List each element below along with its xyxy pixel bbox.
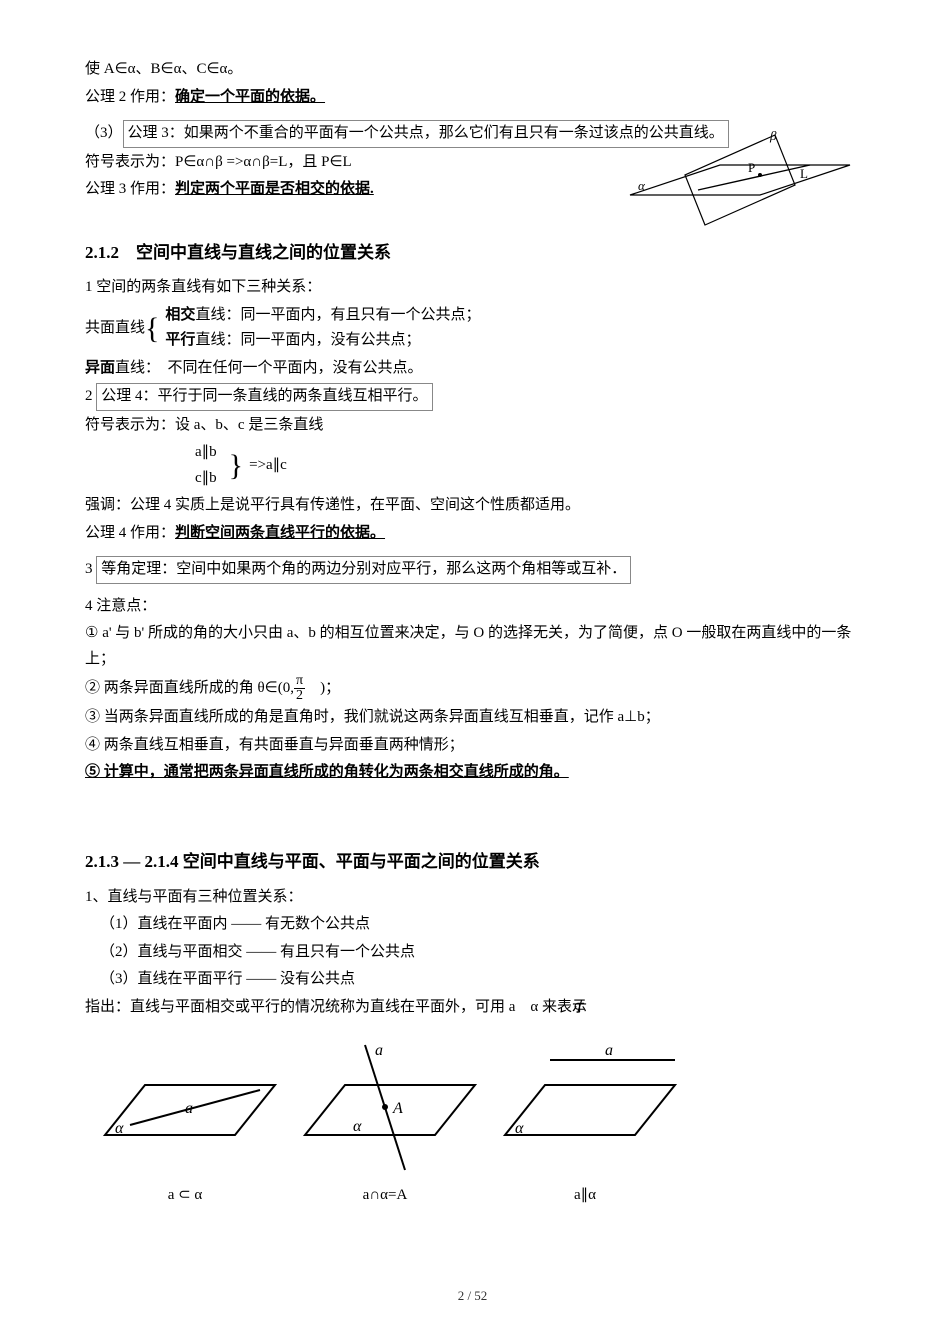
axiom4-symbol-pre: 符号表示为：设 a、b、c 是三条直线 xyxy=(85,413,860,439)
axiom4-emph: 强调：公理 4 实质上是说平行具有传递性，在平面、空间这个性质都适用。 xyxy=(85,493,860,519)
cap-3: a∥α xyxy=(485,1183,685,1209)
heading-213: 2.1.3 — 2.1.4 空间中直线与平面、平面与平面之间的位置关系 xyxy=(85,848,860,877)
sym-ab: a∥b xyxy=(195,440,217,466)
d3-a: a xyxy=(605,1042,613,1059)
case-intersect-text: 直线：同一平面内，有且只有一个公共点； xyxy=(195,307,480,323)
axiom4-premises: a∥b c∥b xyxy=(195,440,217,491)
case-parallel-text: 直线：同一平面内，没有公共点； xyxy=(195,332,420,348)
case-intersect: 相交直线：同一平面内，有且只有一个公共点； xyxy=(165,303,480,329)
axiom4-use-pre: 公理 4 作用： xyxy=(85,525,175,541)
s213-l1: 1、直线与平面有三种位置关系： xyxy=(85,885,860,911)
coplanar-block: 共面直线 { 相交直线：同一平面内，有且只有一个公共点； 平行直线：同一平面内，… xyxy=(85,303,860,354)
label-beta: β xyxy=(769,130,777,143)
d3-alpha: α xyxy=(515,1120,524,1137)
note-3: ③ 当两条异面直线所成的角是直角时，我们就说这两条异面直线互相垂直，记作 a⊥b… xyxy=(85,705,860,731)
d2-A: A xyxy=(392,1100,403,1117)
axiom3-use-pre: 公理 3 作用： xyxy=(85,181,175,197)
s212-l1: 1 空间的两条直线有如下三种关系： xyxy=(85,275,860,301)
note2-frac-bot: 2 xyxy=(294,689,305,703)
label-P: P xyxy=(748,160,755,175)
d2-a: a xyxy=(375,1042,383,1059)
heading-212: 2.1.2 空间中直线与直线之间的位置关系 xyxy=(85,239,860,268)
axiom4-use-bold: 判断空间两条直线平行的依据。 xyxy=(175,525,385,541)
equal-angle-box: 等角定理：空间中如果两个角的两边分别对应平行，那么这两个角相等或互补． xyxy=(96,556,631,584)
coplanar-cases: 相交直线：同一平面内，有且只有一个公共点； 平行直线：同一平面内，没有公共点； xyxy=(165,303,480,354)
axiom4-symbol-block: a∥b c∥b } =>a∥c xyxy=(195,440,860,491)
axiom4-line: 2 公理 4：平行于同一条直线的两条直线互相平行。 xyxy=(85,383,860,411)
d2-alpha: α xyxy=(353,1118,362,1135)
skew-line: 异面直线： 不同在任何一个平面内，没有公共点。 xyxy=(85,356,860,382)
top-line-1: 使 A∈α、B∈α、C∈α。 xyxy=(85,57,860,83)
s213-r1: （1）直线在平面内 —— 有无数个公共点 xyxy=(100,912,860,938)
note2-frac: π2 xyxy=(294,674,305,703)
note2-frac-top: π xyxy=(294,674,305,689)
note-5: ⑤ 计算中，通常把两条异面直线所成的角转化为两条相交直线所成的角。 xyxy=(85,760,860,786)
skew-text: 直线： 不同在任何一个平面内，没有公共点。 xyxy=(115,360,423,376)
note-4: ④ 两条直线互相垂直，有共面垂直与异面垂直两种情形； xyxy=(85,733,860,759)
axiom2-use-bold: 确定一个平面的依据。 xyxy=(175,89,325,105)
case-intersect-head: 相交 xyxy=(165,307,195,323)
page-root: 使 A∈α、B∈α、C∈α。 公理 2 作用：确定一个平面的依据。 （3） 公理 … xyxy=(0,0,945,1337)
s213-r2: （2）直线与平面相交 —— 有且只有一个公共点 xyxy=(100,940,860,966)
note-1: ① a' 与 b' 所成的角的大小只由 a、b 的相互位置来决定，与 O 的选择… xyxy=(85,621,860,672)
axiom2-use: 公理 2 作用：确定一个平面的依据。 xyxy=(85,85,860,111)
note2-post: )； xyxy=(305,680,340,696)
s213-r3: （3）直线在平面平行 —— 没有公共点 xyxy=(100,967,860,993)
axiom3-symbol-pre: 符号表示为： xyxy=(85,154,175,170)
brace-left-icon: { xyxy=(145,321,159,336)
page-footer: 2 / 52 xyxy=(0,1285,945,1307)
note-2: ② 两条异面直线所成的角 θ∈(0,π2 )； xyxy=(85,674,860,703)
s213-summary-text: 指出：直线与平面相交或平行的情况统称为直线在平面外，可用 a α 来表示 xyxy=(85,999,587,1015)
d1-a: a xyxy=(185,1100,193,1117)
sym-conclusion: =>a∥c xyxy=(249,453,287,479)
cap-1: a ⊂ α xyxy=(85,1183,285,1209)
axiom2-use-pre: 公理 2 作用： xyxy=(85,89,175,105)
brace-right-icon: } xyxy=(229,458,243,473)
axiom4-num: 2 xyxy=(85,388,93,404)
notes-head: 4 注意点： xyxy=(85,594,860,620)
axiom3-label: （3） xyxy=(85,125,123,141)
label-L: L xyxy=(800,166,808,181)
note2-pre: ② 两条异面直线所成的角 θ∈(0, xyxy=(85,680,294,696)
not-subset-symbol: ⊄ xyxy=(573,995,586,1021)
axiom3-use-bold: 判定两个平面是否相交的依据. xyxy=(175,181,374,197)
intersecting-planes-diagram: α β P L xyxy=(620,130,860,240)
equal-angle-num: 3 xyxy=(85,561,93,577)
lp-svg: a α a A α a α xyxy=(85,1035,685,1175)
sym-cb: c∥b xyxy=(195,466,217,492)
axiom3-symbol-body: P∈α∩β =>α∩β=L，且 P∈L xyxy=(175,154,352,170)
label-alpha: α xyxy=(638,178,646,193)
equal-angle-line: 3 等角定理：空间中如果两个角的两边分别对应平行，那么这两个角相等或互补． xyxy=(85,556,860,584)
skew-label: 异面 xyxy=(85,360,115,376)
d1-alpha: α xyxy=(115,1120,124,1137)
axiom4-use: 公理 4 作用：判断空间两条直线平行的依据。 xyxy=(85,521,860,547)
s213-summary: 指出：直线与平面相交或平行的情况统称为直线在平面外，可用 a α 来表示 ⊄ xyxy=(85,995,860,1021)
coplanar-label: 共面直线 xyxy=(85,316,145,342)
cap-2: a∩α=A xyxy=(285,1183,485,1209)
case-parallel-head: 平行 xyxy=(165,332,195,348)
axiom4-box: 公理 4：平行于同一条直线的两条直线互相平行。 xyxy=(96,383,432,411)
line-plane-diagrams: a α a A α a α a ⊂ α a∩α=A a∥α xyxy=(85,1035,860,1209)
lp-captions: a ⊂ α a∩α=A a∥α xyxy=(85,1183,860,1209)
case-parallel: 平行直线：同一平面内，没有公共点； xyxy=(165,328,480,354)
